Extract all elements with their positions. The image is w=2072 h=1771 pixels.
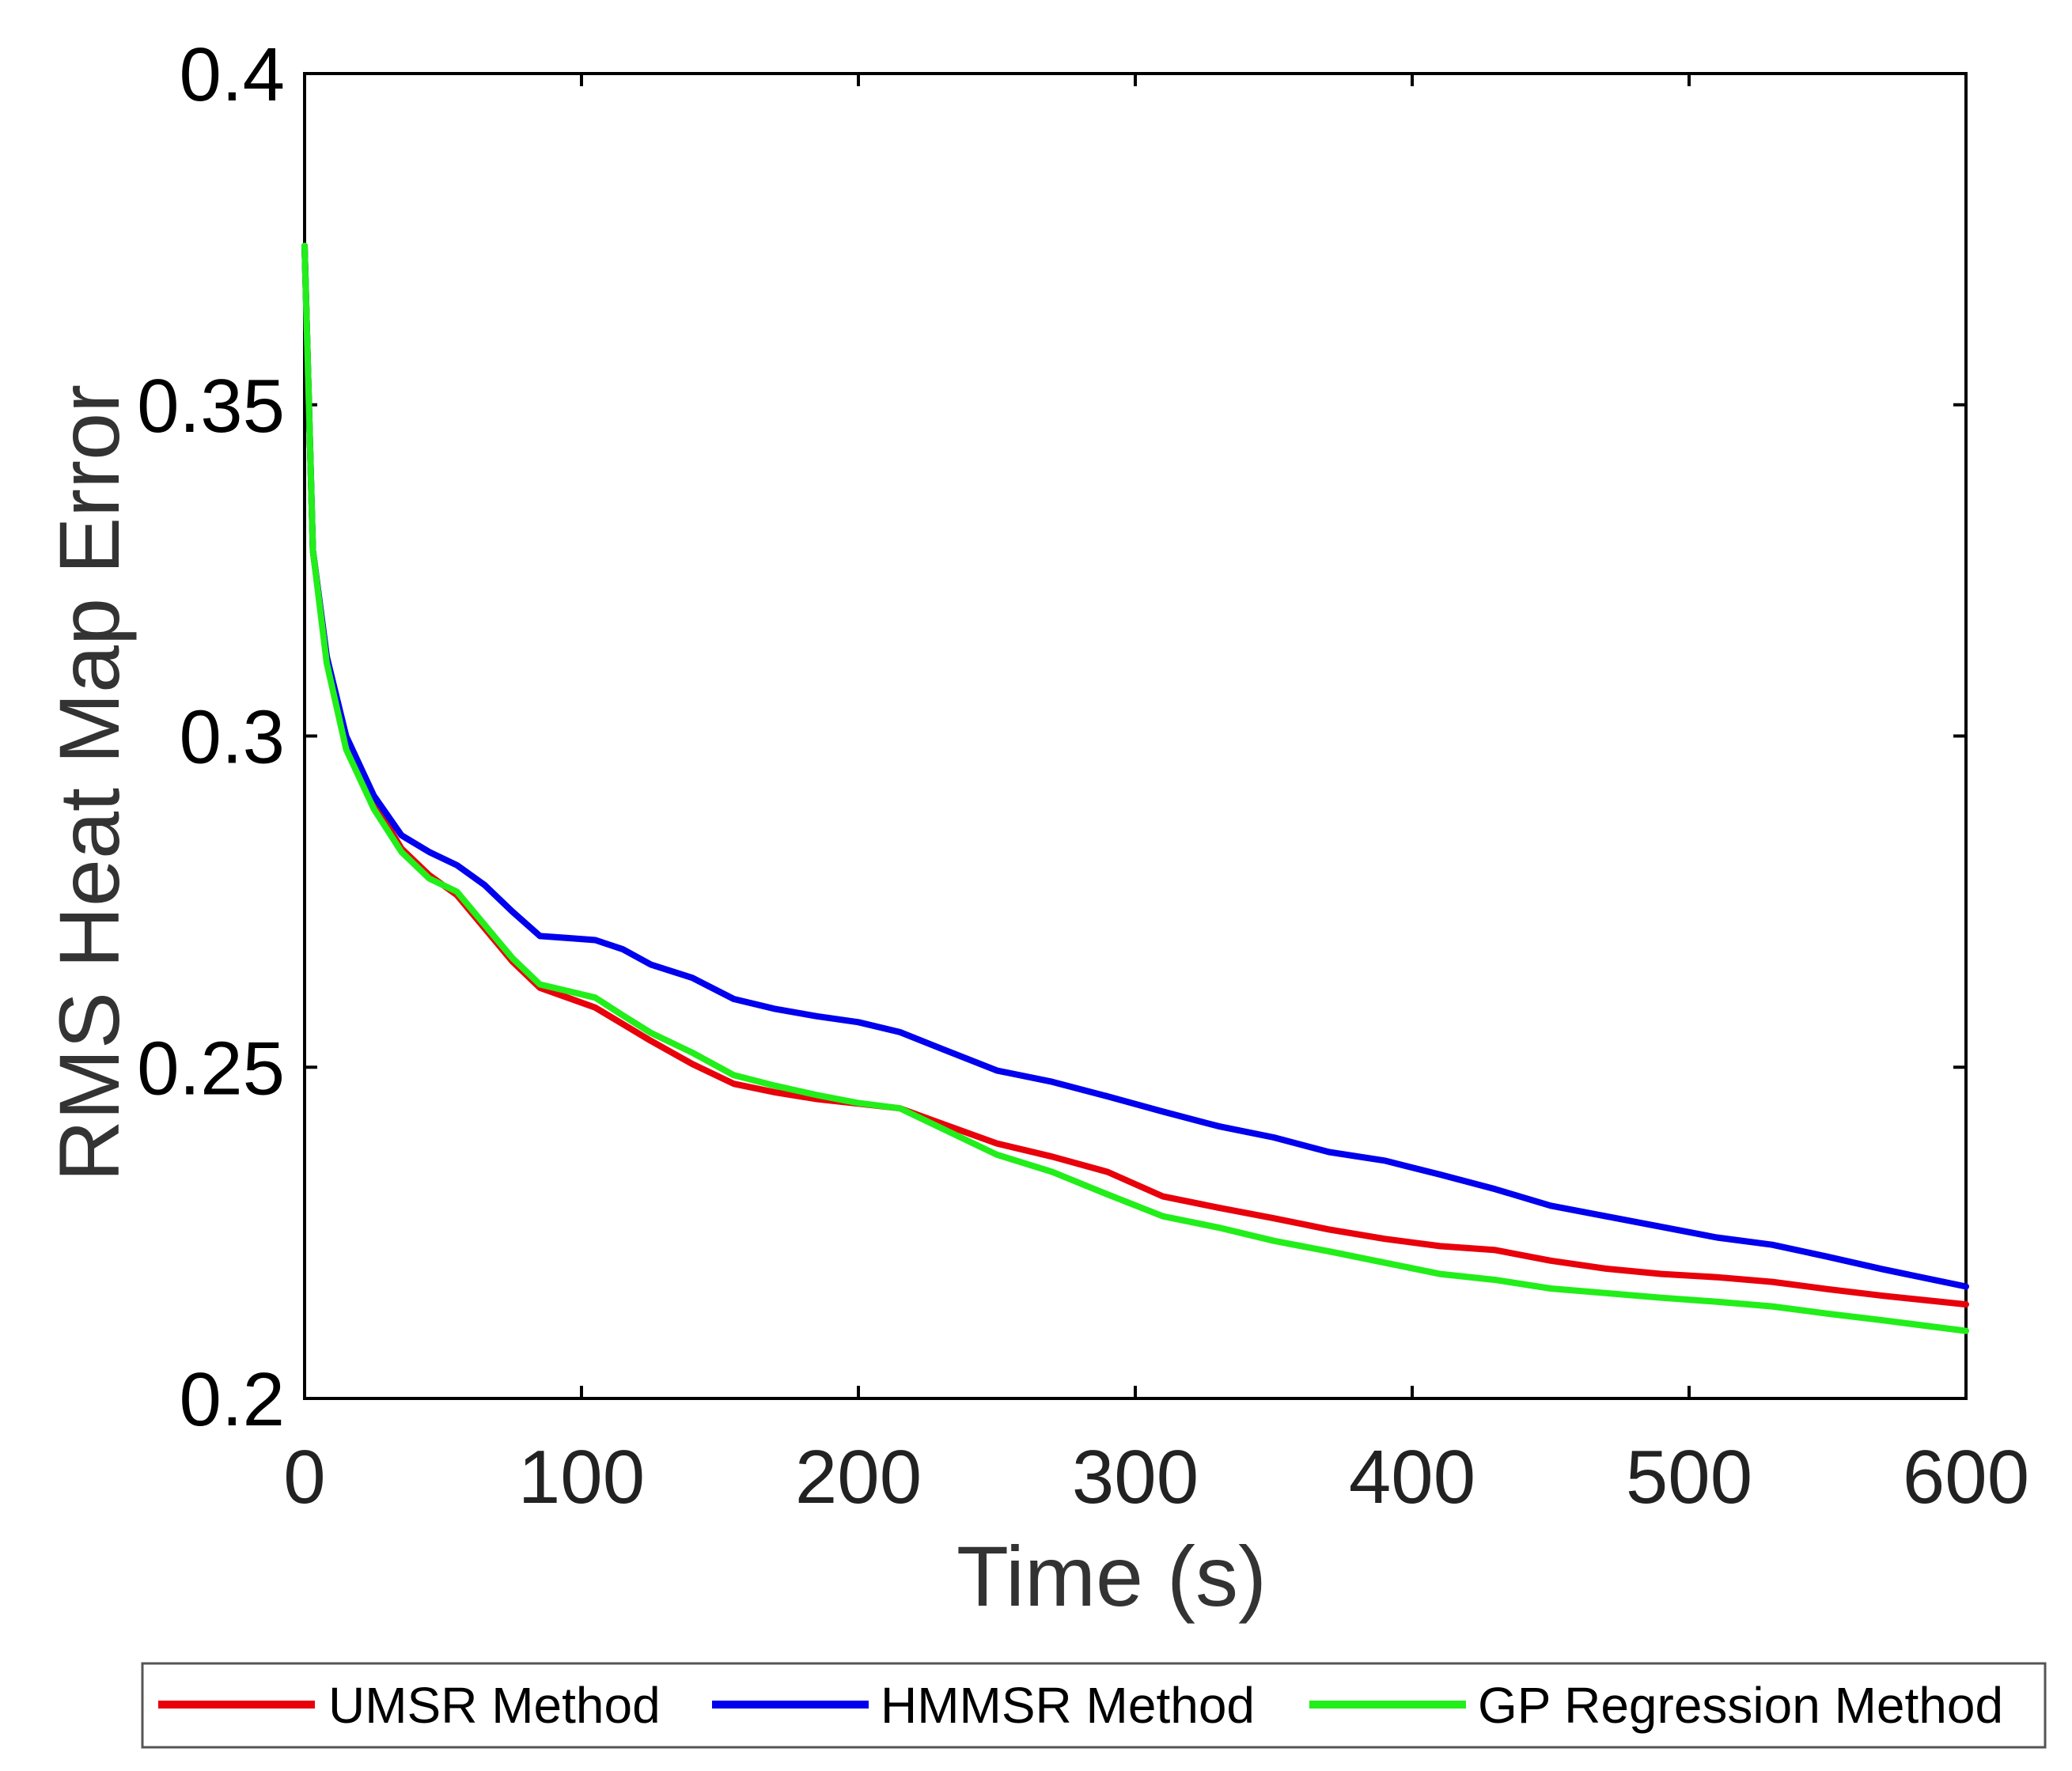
x-tick-label: 400 (1349, 1435, 1475, 1519)
x-tick-label: 600 (1903, 1435, 2029, 1519)
x-tick-label: 100 (518, 1435, 645, 1519)
legend-label-hmmsr-method: HMMSR Method (881, 1677, 1255, 1734)
axis-ticks (303, 72, 1968, 1400)
series-line-hmmsr-method (301, 242, 1969, 1290)
y-tick-label: 0.4 (180, 32, 285, 117)
y-tick-label: 0.2 (180, 1357, 285, 1442)
legend-entries: UMSR Method HMMSR Method GP Regression Met… (158, 1677, 2003, 1734)
x-axis-tick-labels: 0 100 200 300 400 500 600 (283, 1435, 2029, 1519)
legend-label-umsr-method: UMSR Method (328, 1677, 661, 1734)
x-tick-label: 200 (795, 1435, 922, 1519)
plot-area (303, 72, 1968, 1400)
legend-box (141, 1662, 2047, 1749)
x-tick-label: 500 (1626, 1435, 1752, 1519)
x-tick-label: 0 (283, 1435, 325, 1519)
legend-label-gp-regression-method: GP Regression Method (1478, 1677, 2003, 1734)
y-axis-tick-labels: 0.2 0.25 0.3 0.35 0.4 (137, 32, 285, 1442)
y-axis-title: RMS Heat Map Error (41, 384, 137, 1182)
y-tick-label: 0.3 (180, 695, 285, 780)
y-tick-label: 0.25 (137, 1026, 285, 1111)
series-line-gp-regression-method (301, 242, 1969, 1334)
series-lines (301, 242, 1969, 1334)
y-tick-label: 0.35 (137, 364, 285, 448)
x-tick-label: 300 (1072, 1435, 1199, 1519)
legend: UMSR Method HMMSR Method GP Regression Met… (141, 1662, 2047, 1749)
x-axis-title: Time (s) (956, 1528, 1267, 1624)
